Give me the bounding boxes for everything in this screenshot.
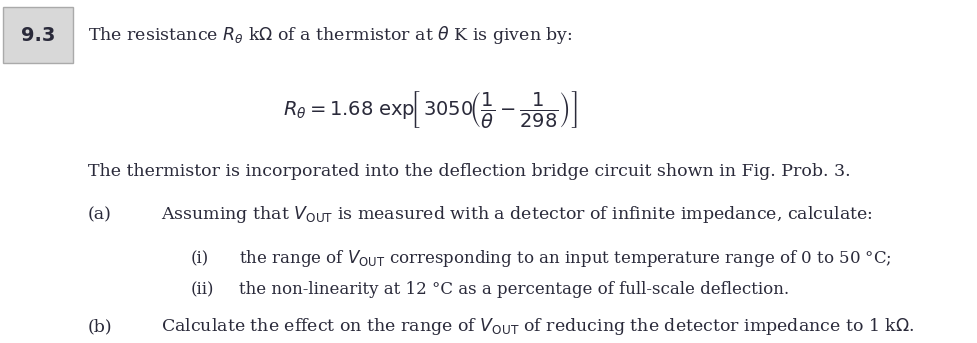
Text: (a): (a) [88, 206, 111, 223]
Text: Calculate the effect on the range of $V_\mathrm{OUT}$ of reducing the detector i: Calculate the effect on the range of $V_… [161, 316, 914, 337]
Text: (b): (b) [88, 318, 112, 335]
Text: 9.3: 9.3 [21, 26, 56, 45]
Text: Assuming that $V_\mathrm{OUT}$ is measured with a detector of infinite impedance: Assuming that $V_\mathrm{OUT}$ is measur… [161, 204, 873, 225]
FancyBboxPatch shape [3, 7, 73, 63]
Text: the non-linearity at 12 °C as a percentage of full-scale deflection.: the non-linearity at 12 °C as a percenta… [239, 281, 789, 298]
Text: the range of $V_\mathrm{OUT}$ corresponding to an input temperature range of 0 t: the range of $V_\mathrm{OUT}$ correspond… [239, 248, 892, 270]
Text: (ii): (ii) [191, 281, 214, 298]
Text: $R_\theta = 1.68\;\mathrm{exp}\!\left[\,3050\!\left(\dfrac{1}{\theta} - \dfrac{1: $R_\theta = 1.68\;\mathrm{exp}\!\left[\,… [283, 89, 578, 130]
Text: The thermistor is incorporated into the deflection bridge circuit shown in Fig. : The thermistor is incorporated into the … [88, 163, 851, 180]
Text: The resistance $R_\theta$ k$\Omega$ of a thermistor at $\theta$ K is given by:: The resistance $R_\theta$ k$\Omega$ of a… [88, 24, 573, 46]
Text: (i): (i) [191, 250, 209, 268]
